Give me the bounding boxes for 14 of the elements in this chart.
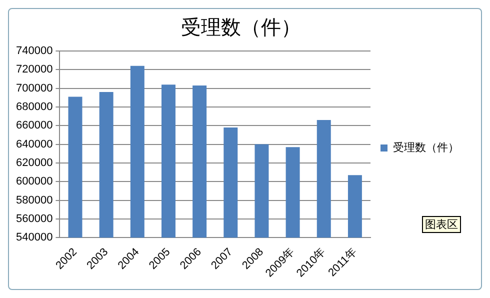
text: 图表区 (422, 216, 461, 233)
y-tick-label: 620000 (16, 156, 53, 169)
y-tick-label: 680000 (16, 101, 53, 114)
y-tick-label: 540000 (16, 232, 53, 244)
y-tick-label: 740000 (16, 45, 53, 58)
y-tick-label: 560000 (16, 212, 53, 225)
y-tick-label: 720000 (16, 64, 53, 76)
chart-title: 受理数（件） (181, 15, 301, 40)
y-tick-label: 660000 (16, 120, 53, 132)
y-tick-label: 580000 (16, 194, 53, 206)
y-tick-label: 640000 (16, 138, 53, 150)
y-tick-label: 600000 (16, 176, 53, 188)
y-tick-label: 700000 (16, 82, 53, 94)
legend-label: 受理数（件） (393, 140, 459, 154)
